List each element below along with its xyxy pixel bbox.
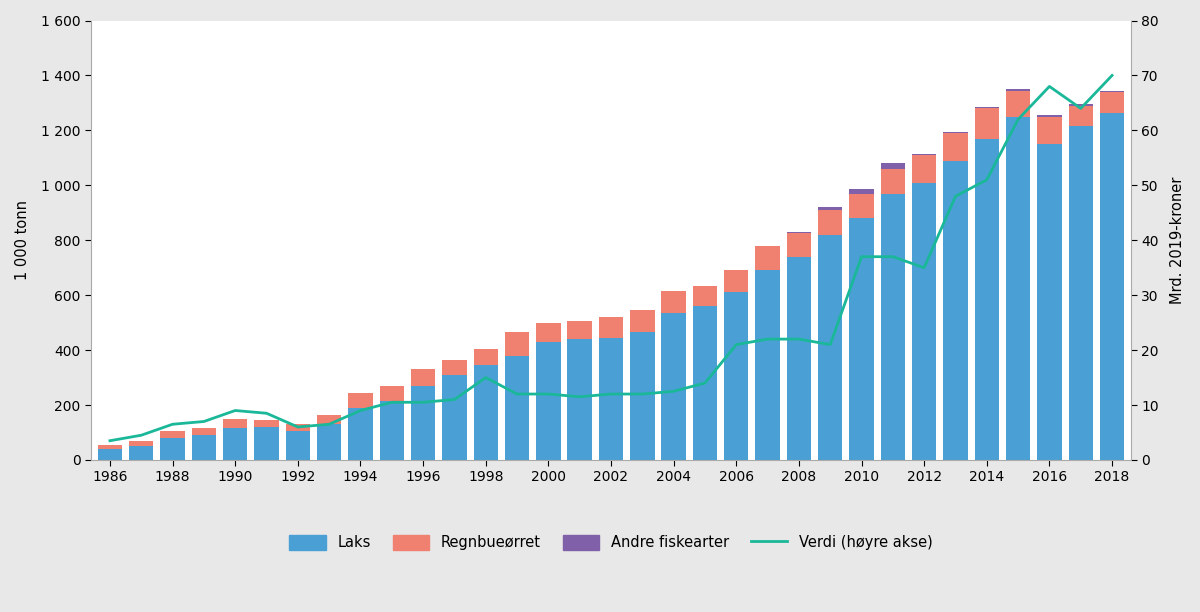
- Bar: [505, 356, 529, 460]
- Bar: [755, 271, 780, 460]
- Bar: [443, 360, 467, 375]
- Bar: [348, 408, 373, 460]
- Bar: [881, 169, 905, 193]
- Bar: [787, 232, 811, 233]
- Bar: [661, 313, 686, 460]
- Bar: [410, 369, 436, 386]
- Bar: [818, 210, 842, 235]
- Bar: [630, 310, 654, 332]
- Bar: [850, 193, 874, 218]
- Bar: [474, 365, 498, 460]
- Bar: [568, 321, 592, 339]
- Bar: [1100, 113, 1124, 460]
- Bar: [850, 190, 874, 193]
- Bar: [724, 293, 749, 460]
- Bar: [410, 386, 436, 460]
- Bar: [536, 323, 560, 342]
- Bar: [1068, 104, 1093, 106]
- Bar: [130, 446, 154, 460]
- Bar: [974, 107, 1000, 108]
- Bar: [1068, 106, 1093, 126]
- Bar: [1006, 89, 1031, 91]
- Bar: [505, 332, 529, 356]
- Bar: [630, 332, 654, 460]
- Bar: [912, 154, 936, 155]
- Bar: [317, 424, 341, 460]
- Bar: [724, 271, 749, 293]
- Bar: [1006, 117, 1031, 460]
- Bar: [536, 342, 560, 460]
- Bar: [192, 428, 216, 435]
- Bar: [881, 193, 905, 460]
- Bar: [317, 415, 341, 424]
- Bar: [568, 339, 592, 460]
- Bar: [943, 160, 967, 460]
- Bar: [818, 207, 842, 210]
- Bar: [97, 445, 122, 449]
- Bar: [1068, 126, 1093, 460]
- Bar: [286, 424, 310, 431]
- Bar: [286, 431, 310, 460]
- Bar: [599, 317, 623, 338]
- Bar: [755, 246, 780, 271]
- Y-axis label: 1 000 tonn: 1 000 tonn: [14, 200, 30, 280]
- Bar: [1100, 92, 1124, 113]
- Bar: [379, 386, 404, 401]
- Bar: [787, 256, 811, 460]
- Bar: [161, 438, 185, 460]
- Bar: [943, 132, 967, 133]
- Bar: [1037, 115, 1062, 117]
- Bar: [912, 155, 936, 182]
- Bar: [130, 441, 154, 446]
- Bar: [599, 338, 623, 460]
- Bar: [692, 306, 718, 460]
- Bar: [974, 108, 1000, 138]
- Bar: [1037, 117, 1062, 144]
- Bar: [192, 435, 216, 460]
- Bar: [850, 218, 874, 460]
- Bar: [161, 431, 185, 438]
- Bar: [223, 428, 247, 460]
- Bar: [661, 291, 686, 313]
- Bar: [1037, 144, 1062, 460]
- Bar: [1006, 91, 1031, 117]
- Bar: [254, 427, 278, 460]
- Bar: [254, 420, 278, 427]
- Bar: [1100, 91, 1124, 92]
- Bar: [474, 349, 498, 365]
- Bar: [943, 133, 967, 160]
- Bar: [379, 401, 404, 460]
- Bar: [443, 375, 467, 460]
- Bar: [787, 233, 811, 256]
- Y-axis label: Mrd. 2019-kroner: Mrd. 2019-kroner: [1170, 176, 1184, 304]
- Bar: [223, 419, 247, 428]
- Bar: [974, 138, 1000, 460]
- Bar: [348, 393, 373, 408]
- Bar: [97, 449, 122, 460]
- Bar: [912, 182, 936, 460]
- Bar: [692, 286, 718, 306]
- Legend: Laks, Regnbueørret, Andre fiskearter, Verdi (høyre akse): Laks, Regnbueørret, Andre fiskearter, Ve…: [283, 529, 938, 556]
- Bar: [881, 163, 905, 169]
- Bar: [818, 235, 842, 460]
